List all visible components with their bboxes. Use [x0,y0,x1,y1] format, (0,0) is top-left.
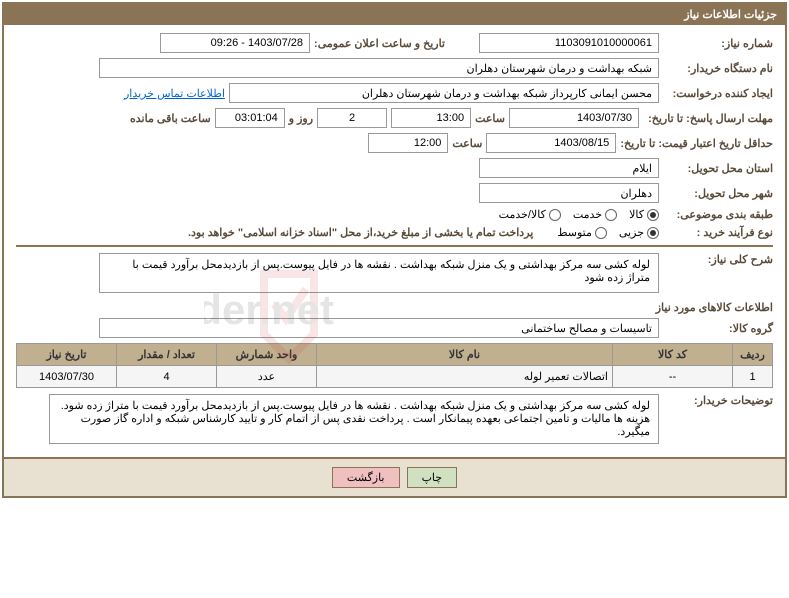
category-radio-group: کالا خدمت کالا/خدمت [499,208,659,221]
radio-service[interactable]: خدمت [573,208,617,221]
goods-group-value: تاسیسات و مصالح ساختمانی [99,318,659,338]
radio-medium[interactable]: متوسط [557,226,607,239]
row-requester: ایجاد کننده درخواست: محسن ایمانی کارپردا… [16,83,773,103]
td-row: 1 [733,366,773,388]
time-label-1: ساعت [475,112,505,125]
remaining-label: ساعت باقی مانده [130,112,211,125]
buyer-notes-value: لوله کشی سه مرکز بهداشتی و یک منزل شبکه … [49,394,659,444]
time-label-2: ساعت [452,137,482,150]
days-count: 2 [317,108,387,128]
td-date: 1403/07/30 [17,366,117,388]
radio-partial[interactable]: جزیی [619,226,659,239]
row-city: شهر محل تحویل: دهلران [16,183,773,203]
goods-group-label: گروه کالا: [663,322,773,335]
buyer-org-label: نام دستگاه خریدار: [663,62,773,75]
deadline-send-time: 13:00 [391,108,471,128]
goods-info-title: اطلاعات کالاهای مورد نیاز [16,301,773,314]
announce-value: 1403/07/28 - 09:26 [160,33,310,53]
table-header-row: ردیف کد کالا نام کالا واحد شمارش تعداد /… [17,344,773,366]
validity-label: حداقل تاریخ اعتبار قیمت: تا تاریخ: [620,137,773,150]
purchase-type-label: نوع فرآیند خرید : [663,226,773,239]
announce-label: تاریخ و ساعت اعلان عمومی: [314,37,445,50]
radio-both[interactable]: کالا/خدمت [499,208,561,221]
radio-both-icon [549,209,561,221]
requester-value: محسن ایمانی کارپرداز شبکه بهداشت و درمان… [229,83,659,103]
category-label: طبقه بندی موضوعی: [663,208,773,221]
panel-header: جزئیات اطلاعات نیاز [4,4,785,25]
row-buyer-org: نام دستگاه خریدار: شبکه بهداشت و درمان ش… [16,58,773,78]
province-label: استان محل تحویل: [663,162,773,175]
button-row: چاپ بازگشت [4,457,785,496]
city-value: دهلران [479,183,659,203]
td-unit: عدد [217,366,317,388]
th-qty: تعداد / مقدار [117,344,217,366]
print-button[interactable]: چاپ [407,467,458,488]
general-desc-label: شرح کلی نیاز: [663,253,773,266]
deadline-send-label: مهلت ارسال پاسخ: تا تاریخ: [643,112,773,125]
validity-date: 1403/08/15 [486,133,616,153]
divider-1 [16,245,773,247]
panel-title: جزئیات اطلاعات نیاز [684,9,777,21]
radio-both-label: کالا/خدمت [499,208,546,221]
row-buyer-notes: توضیحات خریدار: لوله کشی سه مرکز بهداشتی… [16,394,773,444]
countdown-value: 03:01:04 [215,108,285,128]
th-name: نام کالا [317,344,613,366]
td-code: -- [613,366,733,388]
row-deadline-send: مهلت ارسال پاسخ: تا تاریخ: 1403/07/30 سا… [16,108,773,128]
main-container: Tender.net جزئیات اطلاعات نیاز شماره نیا… [2,2,787,498]
days-and-label: روز و [289,112,313,125]
buyer-notes-label: توضیحات خریدار: [663,394,773,407]
td-qty: 4 [117,366,217,388]
need-number-label: شماره نیاز: [663,37,773,50]
radio-partial-icon [647,227,659,239]
purchase-note: پرداخت تمام یا بخشی از مبلغ خرید،از محل … [188,226,533,239]
row-validity: حداقل تاریخ اعتبار قیمت: تا تاریخ: 1403/… [16,133,773,153]
row-province: استان محل تحویل: ایلام [16,158,773,178]
requester-label: ایجاد کننده درخواست: [663,87,773,100]
general-desc-value: لوله کشی سه مرکز بهداشتی و یک منزل شبکه … [99,253,659,293]
radio-goods-label: کالا [629,208,644,221]
purchase-type-radio-group: جزیی متوسط [557,226,659,239]
goods-table: ردیف کد کالا نام کالا واحد شمارش تعداد /… [16,343,773,388]
contact-link[interactable]: اطلاعات تماس خریدار [124,87,225,100]
row-need-number: شماره نیاز: 1103091010000061 تاریخ و ساع… [16,33,773,53]
radio-goods[interactable]: کالا [629,208,659,221]
back-button[interactable]: بازگشت [332,467,400,488]
province-value: ایلام [479,158,659,178]
th-date: تاریخ نیاز [17,344,117,366]
row-general-desc: شرح کلی نیاز: لوله کشی سه مرکز بهداشتی و… [16,253,773,293]
city-label: شهر محل تحویل: [663,187,773,200]
radio-service-label: خدمت [573,208,602,221]
row-purchase-type: نوع فرآیند خرید : جزیی متوسط پرداخت تمام… [16,226,773,239]
th-code: کد کالا [613,344,733,366]
radio-goods-icon [647,209,659,221]
row-category: طبقه بندی موضوعی: کالا خدمت کالا/خدمت [16,208,773,221]
radio-medium-icon [595,227,607,239]
row-goods-group: گروه کالا: تاسیسات و مصالح ساختمانی [16,318,773,338]
radio-medium-label: متوسط [557,226,592,239]
radio-partial-label: جزیی [619,226,644,239]
radio-service-icon [605,209,617,221]
th-row: ردیف [733,344,773,366]
table-row: 1 -- اتصالات تعمیر لوله عدد 4 1403/07/30 [17,366,773,388]
td-name: اتصالات تعمیر لوله [317,366,613,388]
need-number-value: 1103091010000061 [479,33,659,53]
form-body: شماره نیاز: 1103091010000061 تاریخ و ساع… [4,25,785,457]
validity-time: 12:00 [368,133,448,153]
th-unit: واحد شمارش [217,344,317,366]
buyer-org-value: شبکه بهداشت و درمان شهرستان دهلران [99,58,659,78]
deadline-send-date: 1403/07/30 [509,108,639,128]
